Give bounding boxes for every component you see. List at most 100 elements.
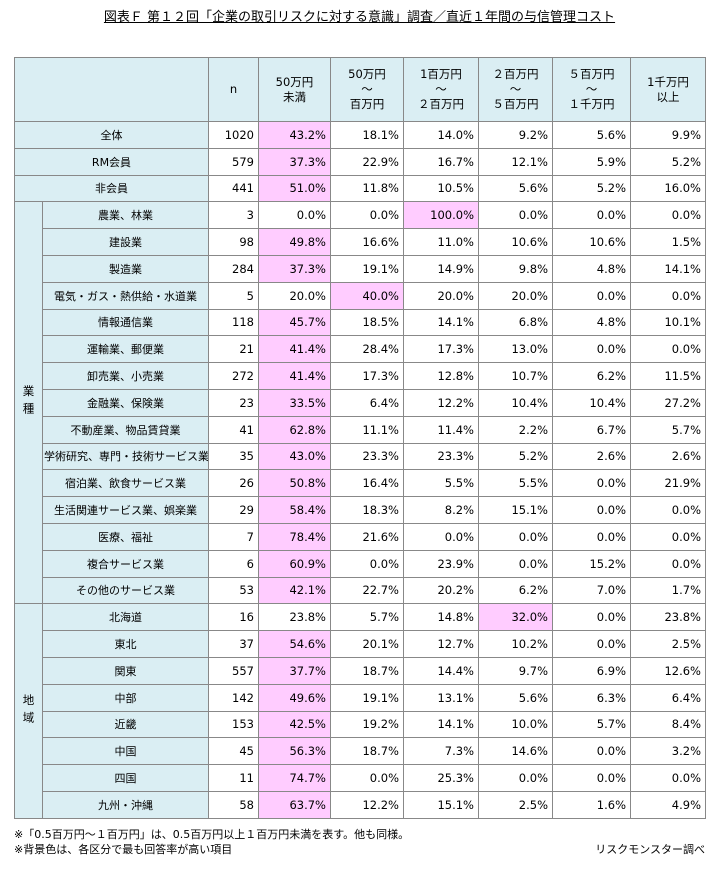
value-cell: 9.7% bbox=[478, 656, 553, 685]
n-cell: 98 bbox=[208, 228, 259, 256]
row: 医療、福祉 7 78.4% 21.6% 0.0% 0.0% 0.0% 0.0% bbox=[15, 522, 706, 551]
row-label: 建設業 bbox=[42, 228, 209, 256]
value-cell: 14.6% bbox=[478, 737, 553, 766]
value-cell: 6.2% bbox=[552, 362, 631, 390]
value-cell: 41.4% bbox=[258, 335, 331, 364]
value-cell: 0.0% bbox=[552, 630, 631, 658]
row: 情報通信業 118 45.7% 18.5% 14.1% 6.8% 4.8% 10.1% bbox=[15, 308, 706, 337]
n-cell: 7 bbox=[208, 522, 259, 551]
value-cell: 18.5% bbox=[330, 308, 404, 337]
value-cell: 42.1% bbox=[258, 576, 331, 605]
value-cell: 14.1% bbox=[403, 308, 479, 337]
row: 不動産業、物品賃貸業 41 62.8% 11.1% 11.4% 2.2% 6.7% 5.7% bbox=[15, 415, 706, 444]
value-cell: 0.0% bbox=[478, 549, 553, 578]
row: 宿泊業、飲食サービス業 26 50.8% 16.4% 5.5% 5.5% 0.0% 21.9% bbox=[15, 469, 706, 498]
value-cell: 0.0% bbox=[552, 764, 631, 792]
value-cell: 0.0% bbox=[552, 522, 631, 551]
value-cell: 32.0% bbox=[478, 603, 553, 632]
value-cell: 0.0% bbox=[552, 496, 631, 524]
value-cell: 11.4% bbox=[403, 415, 479, 444]
column-header: 50万円 未満 bbox=[258, 57, 331, 122]
value-cell: 5.2% bbox=[630, 147, 706, 176]
value-cell: 42.5% bbox=[258, 710, 331, 739]
footnote: ※「0.5百万円～１百万円」は、0.5百万円以上１百万円未満を表す。他も同様。 bbox=[14, 828, 410, 841]
n-cell: 118 bbox=[208, 308, 259, 337]
group-label: 地域 bbox=[14, 603, 43, 819]
row-label: 近畿 bbox=[42, 710, 209, 739]
n-cell: 11 bbox=[208, 764, 259, 792]
value-cell: 18.7% bbox=[330, 737, 404, 766]
value-cell: 100.0% bbox=[403, 201, 479, 230]
value-cell: 17.3% bbox=[330, 362, 404, 390]
value-cell: 23.3% bbox=[330, 442, 404, 471]
value-cell: 12.2% bbox=[330, 790, 404, 819]
value-cell: 11.1% bbox=[330, 415, 404, 444]
value-cell: 15.2% bbox=[552, 549, 631, 578]
value-cell: 23.8% bbox=[630, 603, 706, 632]
value-cell: 18.7% bbox=[330, 656, 404, 685]
value-cell: 21.9% bbox=[630, 469, 706, 498]
value-cell: 0.0% bbox=[630, 281, 706, 310]
value-cell: 1.6% bbox=[552, 790, 631, 819]
value-cell: 12.1% bbox=[478, 147, 553, 176]
row: 全体 1020 43.2% 18.1% 14.0% 9.2% 5.6% 9.9% bbox=[14, 121, 706, 149]
value-cell: 8.2% bbox=[403, 496, 479, 524]
n-cell: 26 bbox=[208, 469, 259, 498]
row: 電気・ガス・熱供給・水道業 5 20.0% 40.0% 20.0% 20.0% 0.0% 0.… bbox=[15, 281, 706, 310]
value-cell: 10.6% bbox=[552, 228, 631, 256]
value-cell: 0.0% bbox=[552, 201, 631, 230]
column-header: n bbox=[208, 57, 259, 122]
header-row: n 50万円 未満 50万円 ～ 百万円 1百万円 ～ ２百万円 ２百万円 ～ ５百万円… bbox=[14, 57, 706, 122]
row-label: 製造業 bbox=[42, 254, 209, 283]
value-cell: 49.8% bbox=[258, 228, 331, 256]
row: 九州・沖縄 58 63.7% 12.2% 15.1% 2.5% 1.6% 4.9% bbox=[15, 790, 706, 819]
row-label: 非会員 bbox=[14, 174, 209, 203]
row-label: 情報通信業 bbox=[42, 308, 209, 337]
value-cell: 2.2% bbox=[478, 415, 553, 444]
value-cell: 0.0% bbox=[403, 522, 479, 551]
row: 中国 45 56.3% 18.7% 7.3% 14.6% 0.0% 3.2% bbox=[15, 737, 706, 766]
value-cell: 20.1% bbox=[330, 630, 404, 658]
value-cell: 58.4% bbox=[258, 496, 331, 524]
column-header: 50万円 ～ 百万円 bbox=[330, 57, 404, 122]
value-cell: 37.3% bbox=[258, 254, 331, 283]
value-cell: 2.5% bbox=[478, 790, 553, 819]
value-cell: 23.8% bbox=[258, 603, 331, 632]
value-cell: 18.1% bbox=[330, 121, 404, 149]
value-cell: 5.7% bbox=[330, 603, 404, 632]
value-cell: 9.8% bbox=[478, 254, 553, 283]
value-cell: 0.0% bbox=[330, 764, 404, 792]
value-cell: 4.9% bbox=[630, 790, 706, 819]
value-cell: 0.0% bbox=[478, 522, 553, 551]
value-cell: 15.1% bbox=[478, 496, 553, 524]
value-cell: 10.2% bbox=[478, 630, 553, 658]
value-cell: 0.0% bbox=[552, 603, 631, 632]
n-cell: 6 bbox=[208, 549, 259, 578]
corner-cell bbox=[14, 57, 209, 122]
value-cell: 11.0% bbox=[403, 228, 479, 256]
value-cell: 10.6% bbox=[478, 228, 553, 256]
value-cell: 12.8% bbox=[403, 362, 479, 390]
value-cell: 5.2% bbox=[552, 174, 631, 203]
n-cell: 29 bbox=[208, 496, 259, 524]
value-cell: 9.9% bbox=[630, 121, 706, 149]
value-cell: 0.0% bbox=[330, 549, 404, 578]
n-cell: 35 bbox=[208, 442, 259, 471]
value-cell: 23.3% bbox=[403, 442, 479, 471]
value-cell: 10.1% bbox=[630, 308, 706, 337]
value-cell: 5.7% bbox=[630, 415, 706, 444]
column-header: ２百万円 ～ ５百万円 bbox=[478, 57, 553, 122]
value-cell: 0.0% bbox=[478, 201, 553, 230]
value-cell: 12.2% bbox=[403, 388, 479, 417]
title: 図表Ｆ 第１２回「企業の取引リスクに対する意識」調査／直近１年間の与信管理コスト bbox=[103, 10, 616, 25]
value-cell: 14.8% bbox=[403, 603, 479, 632]
column-header: ５百万円 ～ １千万円 bbox=[552, 57, 631, 122]
value-cell: 0.0% bbox=[630, 496, 706, 524]
value-cell: 74.7% bbox=[258, 764, 331, 792]
value-cell: 6.3% bbox=[552, 683, 631, 712]
value-cell: 37.3% bbox=[258, 147, 331, 176]
row-label: 中国 bbox=[42, 737, 209, 766]
value-cell: 6.4% bbox=[330, 388, 404, 417]
value-cell: 45.7% bbox=[258, 308, 331, 337]
